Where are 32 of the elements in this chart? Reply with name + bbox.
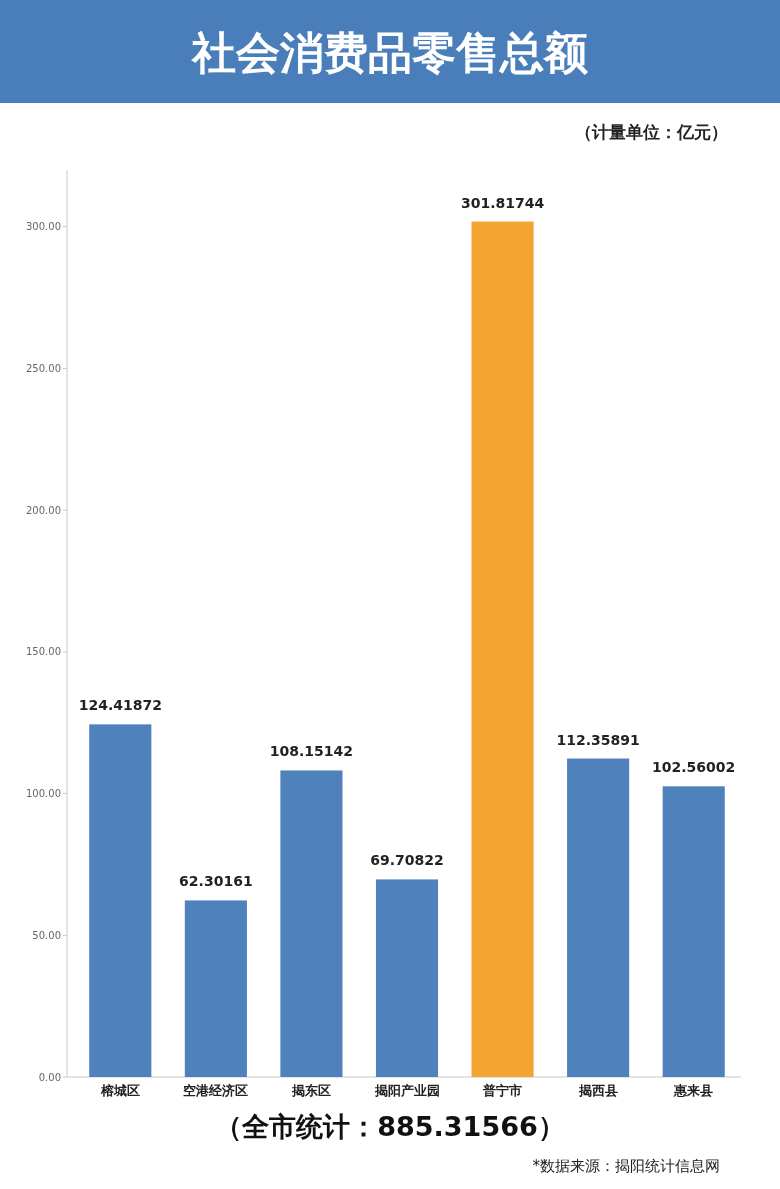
bar — [567, 758, 630, 1077]
y-tick-label: 250.00 — [26, 362, 61, 374]
bar — [280, 770, 343, 1077]
x-tick-label: 揭东区 — [290, 1083, 331, 1098]
x-tick-label: 榕城区 — [99, 1083, 140, 1098]
data-label: 62.30161 — [179, 873, 253, 890]
data-label: 102.56002 — [652, 759, 736, 776]
y-tick-label: 50.00 — [32, 929, 61, 941]
bar — [184, 900, 247, 1077]
y-tick-label: 0.00 — [38, 1071, 61, 1083]
data-label: 112.35891 — [556, 731, 640, 748]
x-tick-label: 揭西县 — [577, 1083, 618, 1098]
y-tick-label: 300.00 — [26, 221, 61, 233]
bar — [375, 879, 439, 1077]
chart-subtitle: （计量单位：亿元） — [575, 122, 728, 142]
text: *数据来源：揭阳统计信息网 — [532, 1157, 720, 1175]
data-label: 124.41872 — [78, 697, 162, 714]
bar — [89, 724, 152, 1077]
text: （全市统计：885.31566） — [215, 1111, 565, 1142]
bar — [471, 221, 534, 1077]
y-tick-label: 150.00 — [26, 646, 61, 658]
x-tick-label: 空港经济区 — [183, 1083, 249, 1098]
chart-title: 社会消费品零售总额 — [190, 27, 588, 78]
bar — [662, 786, 725, 1077]
y-tick-label: 100.00 — [26, 788, 61, 800]
data-label: 108.15142 — [269, 743, 354, 760]
data-label: 69.70822 — [370, 852, 444, 869]
data-label: 301.81744 — [460, 194, 545, 211]
x-tick-label: 揭阳产业园 — [373, 1083, 440, 1098]
x-tick-label: 惠来县 — [673, 1083, 714, 1098]
x-tick-label: 普宁市 — [482, 1083, 523, 1098]
y-tick-label: 200.00 — [26, 504, 61, 516]
